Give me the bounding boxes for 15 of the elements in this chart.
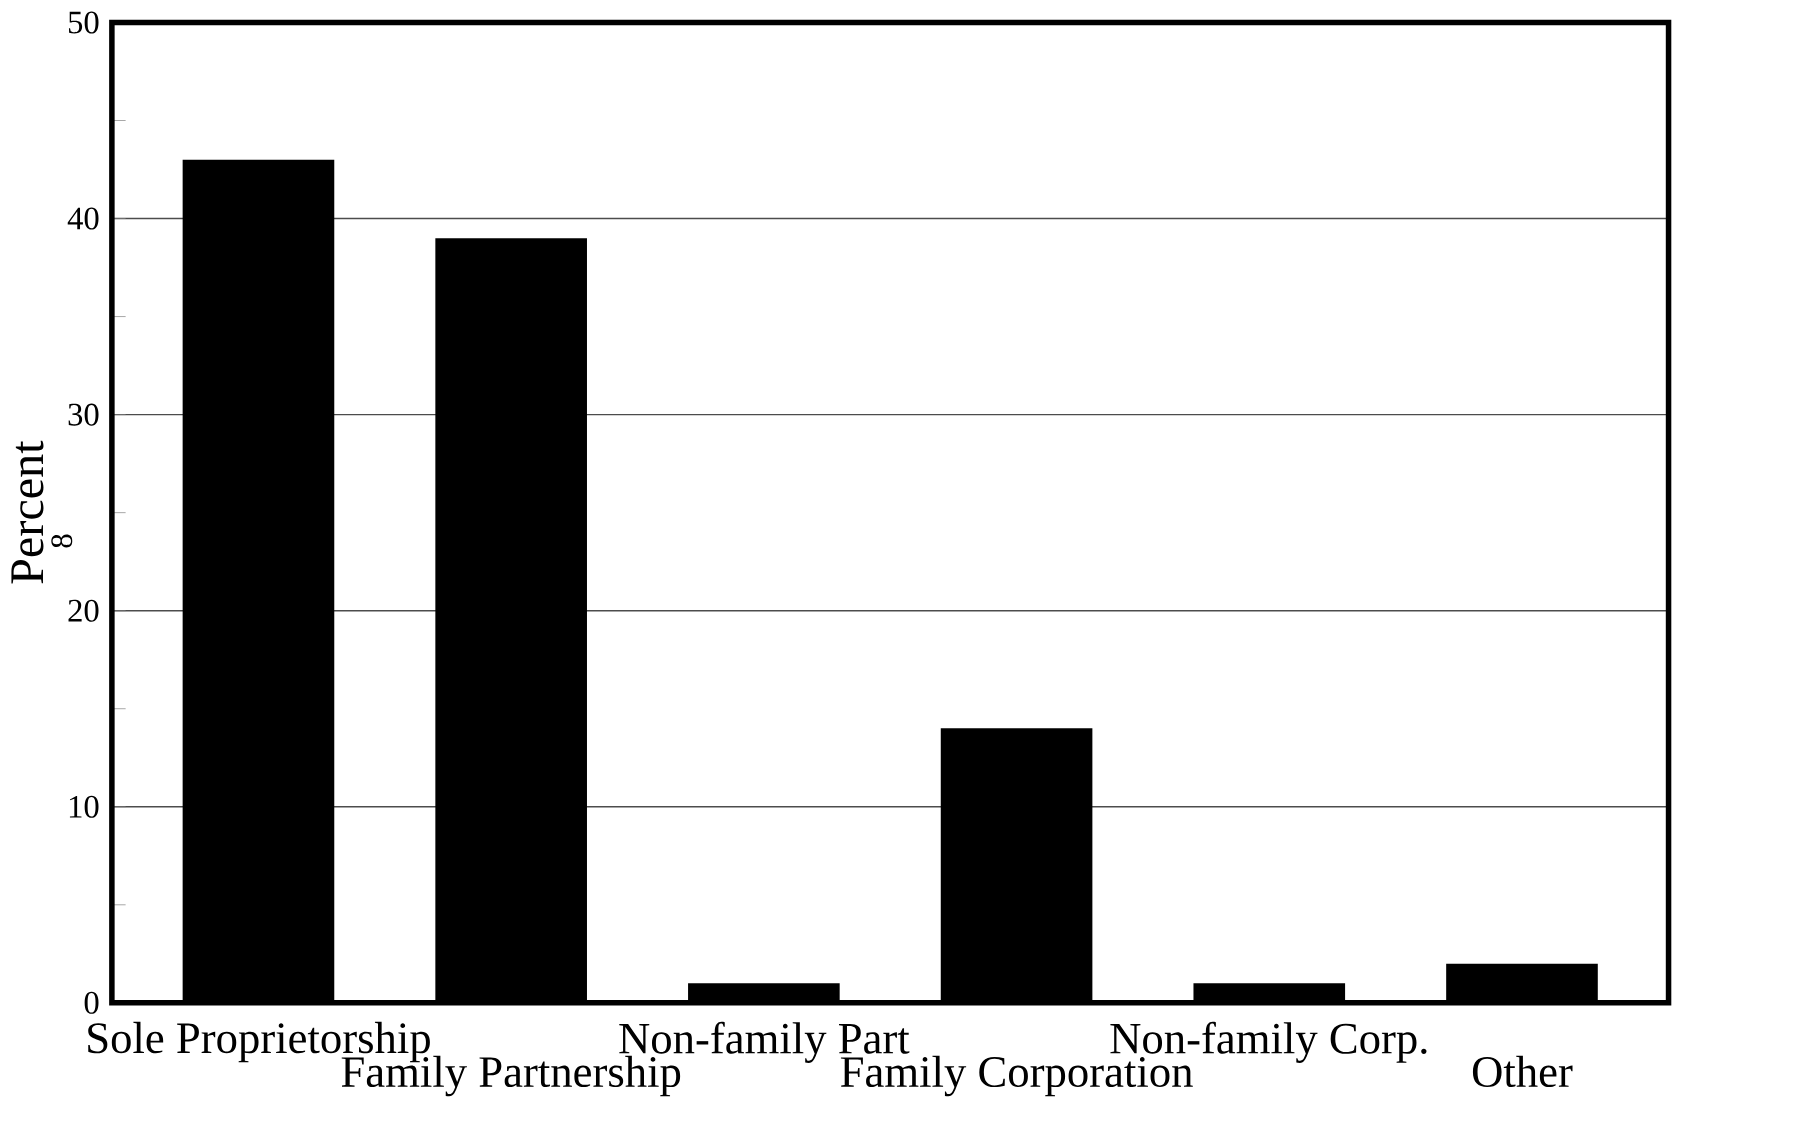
bar: [182, 159, 335, 1003]
y-tick-label: 0: [84, 991, 99, 1015]
bar: [1193, 983, 1346, 1003]
y-tick-label: 30: [68, 403, 99, 426]
bar: [688, 983, 840, 1003]
text: 8: [51, 534, 73, 548]
bar: [435, 238, 587, 1003]
y-tick-label: 10: [69, 795, 99, 818]
y-axis-title: Percent: [11, 440, 44, 584]
bar: [940, 728, 1093, 1003]
x-tick-label: Other: [1472, 1055, 1573, 1088]
y-tick-label: 20: [68, 599, 99, 622]
bar: [1446, 963, 1598, 1003]
y-tick-label: 50: [68, 11, 99, 34]
y-tick-label: 40: [67, 207, 99, 230]
